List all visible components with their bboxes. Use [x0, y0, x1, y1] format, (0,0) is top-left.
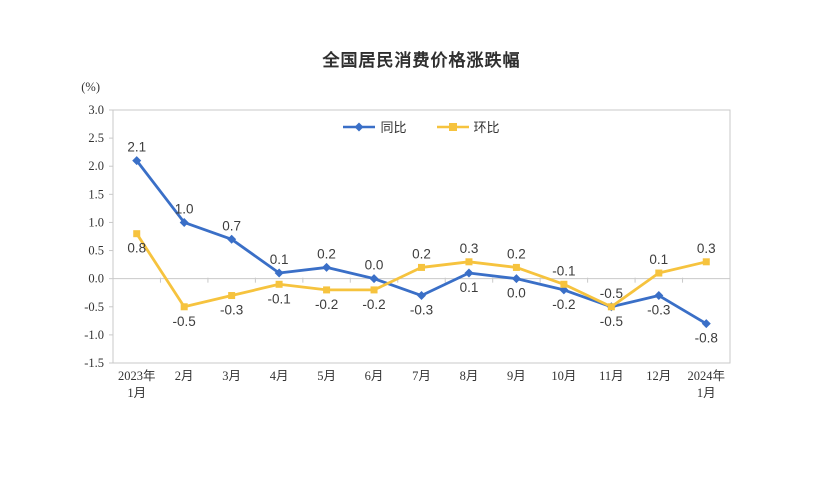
data-label-环比: -0.3 [220, 303, 243, 318]
x-axis-label: 7月 [412, 369, 431, 383]
data-label-环比: 0.2 [412, 246, 431, 261]
data-label-同比: -0.2 [552, 297, 575, 312]
data-label-环比: -0.1 [267, 291, 290, 306]
series-marker-环比 [180, 303, 188, 311]
y-axis-tick-label: 2.5 [88, 131, 104, 145]
y-axis-tick-label: -0.5 [84, 300, 104, 314]
data-label-环比: -0.5 [600, 286, 623, 301]
data-label-环比: -0.2 [315, 297, 338, 312]
series-marker-环比 [465, 258, 473, 266]
plot-border [112, 109, 731, 364]
data-label-同比: 0.0 [507, 286, 526, 301]
y-axis-tick-label: 0.0 [88, 272, 104, 286]
y-axis-tick-label: 1.0 [88, 215, 104, 229]
y-axis-tick-label: 1.5 [88, 187, 104, 201]
x-axis-label: 11月 [599, 369, 624, 383]
x-axis-label: 2024年 [688, 369, 726, 383]
series-marker-环比 [228, 292, 236, 300]
series-marker-同比 [132, 156, 142, 166]
data-label-同比: -0.5 [600, 314, 623, 329]
y-axis-tick-label: -1.0 [84, 328, 104, 342]
data-label-同比: 0.1 [270, 252, 289, 267]
x-axis-label: 1月 [127, 386, 146, 400]
series-marker-同比 [464, 268, 474, 278]
x-axis-label: 6月 [365, 369, 384, 383]
y-axis-tick-label: 2.0 [88, 159, 104, 173]
series-marker-同比 [701, 319, 711, 329]
x-axis-label: 8月 [460, 369, 479, 383]
chart-title: 全国居民消费价格涨跌幅 [322, 51, 521, 70]
series-marker-环比 [512, 263, 520, 271]
data-label-环比: 0.2 [507, 246, 526, 261]
x-axis-label: 2023年 [118, 369, 156, 383]
x-axis-label: 5月 [317, 369, 336, 383]
data-label-同比: 0.2 [317, 246, 336, 261]
data-label-同比: -0.8 [695, 331, 718, 346]
data-label-环比: -0.2 [362, 297, 385, 312]
series-marker-同比 [274, 268, 284, 278]
x-axis-label: 12月 [646, 369, 671, 383]
huanbi-line-marker-icon [436, 122, 469, 131]
legend-label-huanbi: 环比 [473, 120, 500, 135]
y-axis-tick-label: 3.0 [88, 103, 104, 117]
legend-label-tongbi: 同比 [380, 120, 407, 135]
series-marker-环比 [560, 280, 568, 288]
y-axis-tick-label: 0.5 [88, 244, 104, 258]
data-label-环比: -0.1 [552, 263, 575, 278]
series-marker-同比 [511, 274, 521, 284]
series-marker-环比 [370, 286, 378, 294]
y-axis-tick-label: -1.5 [84, 356, 104, 370]
legend-item-tongbi: 同比 [343, 117, 407, 136]
series-marker-同比 [417, 291, 426, 301]
legend-item-huanbi: 环比 [436, 117, 500, 136]
x-axis-label: 2月 [175, 369, 194, 383]
data-label-同比: 2.1 [127, 140, 146, 155]
data-label-同比: 0.1 [460, 280, 479, 295]
series-marker-同比 [369, 274, 379, 284]
x-axis-label: 9月 [507, 369, 526, 383]
series-marker-同比 [227, 234, 237, 244]
series-marker-环比 [275, 280, 283, 288]
series-marker-同比 [179, 217, 189, 227]
data-label-同比: -0.3 [647, 303, 670, 318]
chart-legend: 同比 环比 [113, 117, 730, 136]
series-marker-同比 [322, 262, 332, 272]
series-marker-环比 [133, 230, 141, 238]
series-marker-同比 [654, 291, 664, 301]
x-axis-label: 1月 [697, 386, 716, 400]
data-label-同比: 0.0 [365, 258, 384, 273]
data-label-同比: 1.0 [175, 201, 194, 216]
data-label-环比: 0.3 [697, 241, 716, 256]
data-label-环比: 0.3 [460, 241, 479, 256]
series-marker-环比 [418, 263, 425, 271]
data-label-同比: -0.3 [410, 303, 433, 318]
data-label-环比: 0.8 [127, 241, 146, 256]
data-label-环比: 0.1 [649, 252, 668, 267]
series-marker-环比 [607, 303, 615, 311]
tongbi-line-marker-icon [343, 122, 376, 131]
series-marker-环比 [702, 258, 710, 266]
x-axis-label: 3月 [222, 369, 241, 383]
series-marker-环比 [323, 286, 331, 294]
x-axis-label: 4月 [270, 369, 289, 383]
data-label-同比: 0.7 [222, 218, 241, 233]
x-axis-label: 10月 [551, 369, 576, 383]
y-axis-unit-label: (%) [81, 80, 100, 94]
data-label-环比: -0.5 [173, 314, 196, 329]
series-marker-环比 [655, 269, 663, 277]
